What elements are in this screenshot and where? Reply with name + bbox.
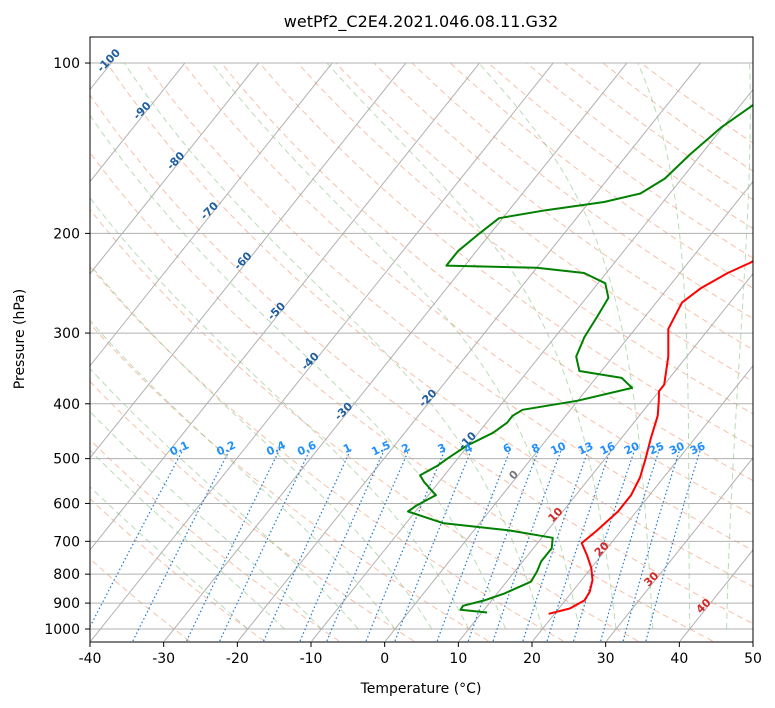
dry-adiabat xyxy=(90,151,713,642)
moist-adiabat xyxy=(211,62,580,630)
y-tick-label: 1000 xyxy=(44,622,80,638)
moist-adiabat xyxy=(637,62,691,629)
dry-adiabat xyxy=(220,62,753,482)
x-tick-label: 50 xyxy=(744,651,762,667)
moist-adiabat xyxy=(90,114,507,630)
dry-adiabat xyxy=(90,208,639,642)
moist-adiabat xyxy=(90,367,359,630)
dry-adiabat xyxy=(90,438,340,642)
dewpoint-line xyxy=(407,103,753,614)
dry-adiabat xyxy=(90,558,190,642)
x-axis-label: Temperature (°C) xyxy=(360,681,482,697)
mixing-ratio-label: 16 xyxy=(598,439,618,457)
isotherm-line xyxy=(90,62,554,642)
isotherm-line xyxy=(606,457,753,642)
temperature-line xyxy=(548,259,753,615)
dry-adiabat xyxy=(90,323,489,642)
sounding-series xyxy=(407,103,753,615)
plot-frame xyxy=(89,36,754,643)
x-axis: -40 -30 -20 -10 0 10 20 30 40 50 xyxy=(79,642,762,667)
mixing-ratio-line xyxy=(263,448,352,642)
moist-adiabat xyxy=(90,263,433,630)
mixing-ratio-line xyxy=(365,448,447,642)
moist-adiabat xyxy=(123,62,543,630)
mixing-ratio-line xyxy=(622,448,681,642)
dry-adiabat xyxy=(90,94,753,625)
isotherm-line xyxy=(164,62,628,642)
isotherm-line xyxy=(532,364,753,642)
y-tick-label: 700 xyxy=(53,534,80,550)
x-tick-label: -40 xyxy=(79,651,102,667)
mixing-ratio-line xyxy=(492,448,563,642)
dry-adiabat xyxy=(106,62,753,588)
x-tick-label: 10 xyxy=(449,651,467,667)
dry-adiabat xyxy=(259,62,753,448)
y-tick-label: 200 xyxy=(53,226,80,242)
x-tick-label: 0 xyxy=(380,651,389,667)
isotherm-line xyxy=(458,272,753,642)
isotherm-line xyxy=(754,63,775,641)
mixing-ratio-label: 25 xyxy=(647,439,666,457)
isotherm-line xyxy=(311,88,753,642)
isotherm-line xyxy=(385,180,753,642)
x-tick-label: -10 xyxy=(300,651,323,667)
dry-adiabat xyxy=(90,265,564,642)
mixing-ratio-line xyxy=(467,448,540,642)
mixing-ratio-line xyxy=(394,448,473,642)
x-tick-label: 40 xyxy=(670,651,688,667)
isotherm-line xyxy=(90,62,259,275)
moist-adiabat xyxy=(726,62,751,629)
isotherm-line xyxy=(237,62,701,642)
mixing-ratio-line xyxy=(299,448,386,642)
x-tick-label: 20 xyxy=(523,651,541,667)
y-tick-label: 300 xyxy=(53,326,80,342)
y-axis-label: Pressure (hPa) xyxy=(12,289,28,389)
y-tick-label: 600 xyxy=(53,496,80,512)
x-tick-label: -30 xyxy=(152,651,175,667)
y-axis: 100 200 300 400 500 600 700 800 900 1000 xyxy=(44,56,90,638)
mixing-ratio-label: 36 xyxy=(688,439,708,457)
mixing-ratio-line xyxy=(522,448,590,642)
moist-adiabat xyxy=(478,62,654,630)
chart-title: wetPf2_C2E4.2021.046.08.11.G32 xyxy=(284,12,558,32)
dry-adiabat xyxy=(297,62,753,415)
dry-adiabat xyxy=(144,62,753,552)
moist-adiabat xyxy=(90,319,396,630)
mixing-ratio-lines xyxy=(90,448,702,642)
mixing-ratio-line xyxy=(573,448,636,642)
mixing-ratio-label: 10 xyxy=(549,439,569,457)
x-tick-label: -20 xyxy=(226,651,249,667)
mixing-ratio-line xyxy=(546,448,612,642)
isotherm-line xyxy=(90,62,480,551)
mixing-ratio-line xyxy=(436,448,512,642)
isotherm-line xyxy=(90,62,407,459)
mixing-ratio-line xyxy=(645,448,702,642)
moist-adiabat xyxy=(90,486,249,630)
dry-adiabat xyxy=(411,62,753,320)
isotherm-line xyxy=(90,62,186,183)
y-tick-label: 800 xyxy=(53,567,80,583)
y-tick-label: 100 xyxy=(53,56,80,72)
mixing-ratio-label: 30 xyxy=(667,439,687,457)
dry-adiabat xyxy=(182,62,753,516)
y-tick-label: 400 xyxy=(53,397,80,413)
mixing-ratio-line xyxy=(600,448,661,642)
moist-adiabat xyxy=(90,410,322,630)
y-tick-label: 900 xyxy=(53,596,80,612)
mixing-ratio-line xyxy=(326,448,411,642)
isotherm-line xyxy=(90,62,333,367)
mixing-ratio-line xyxy=(186,448,281,642)
x-tick-label: 30 xyxy=(597,651,615,667)
moist-adiabat xyxy=(326,62,617,630)
isotherm-lines xyxy=(90,62,775,642)
mixing-ratio-label: 20 xyxy=(622,439,642,457)
y-tick-label: 500 xyxy=(53,452,80,468)
mixing-ratio-label: 13 xyxy=(576,439,595,457)
